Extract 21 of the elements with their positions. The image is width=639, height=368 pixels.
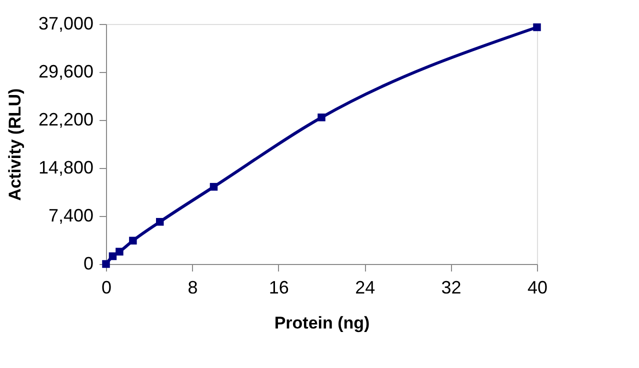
point: [210, 182, 218, 191]
y-tick-label: 14,800: [38, 158, 94, 178]
x-axis-title: Protein (ng): [274, 314, 370, 332]
y-axis-title: Activity (RLU): [5, 88, 24, 201]
y-tick-label: 0: [83, 254, 94, 274]
point: [102, 260, 110, 268]
point: [116, 248, 124, 256]
point: [129, 236, 137, 245]
x-tick-label: 16: [268, 278, 289, 298]
x-tick-label: 0: [101, 278, 112, 298]
y-tick-label: 29,600: [38, 62, 94, 82]
y-tick-label: 7,400: [48, 206, 94, 226]
y-tick-label: 22,200: [38, 110, 94, 130]
point: [156, 218, 164, 226]
x-tick-label: 24: [355, 278, 376, 298]
point: [318, 114, 326, 122]
y-tick-label: 37,000: [38, 14, 94, 34]
point: [533, 23, 541, 32]
x-tick-label: 40: [527, 278, 548, 298]
x-tick-label: 32: [441, 278, 462, 298]
x-tick-label: 8: [188, 278, 198, 298]
